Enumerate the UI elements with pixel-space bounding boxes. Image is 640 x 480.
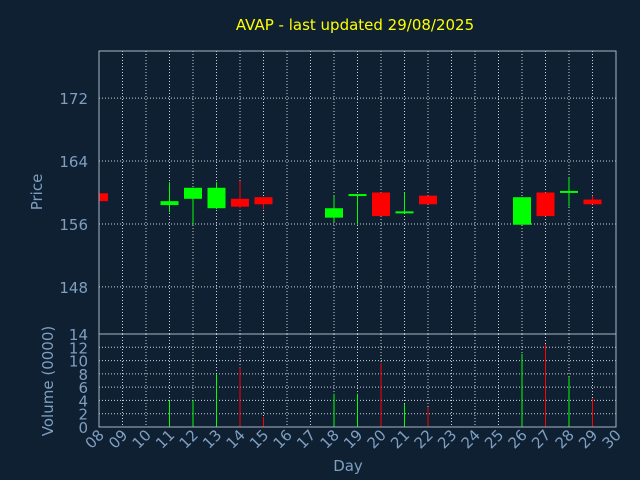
x-tick-label: 23 (434, 426, 460, 452)
volume-panel-frame (98, 333, 617, 428)
volume-y-tick-label: 2 (78, 406, 88, 424)
candle-body (99, 193, 108, 202)
price-y-tick-label: 148 (59, 279, 88, 297)
candle-body (325, 208, 343, 218)
candle-body (536, 192, 555, 217)
candle (372, 192, 390, 217)
chart-title: AVAP - last updated 29/08/2025 (236, 16, 474, 34)
x-tick-label: 28 (552, 426, 578, 452)
x-tick-label: 26 (505, 426, 531, 452)
x-tick-label: 21 (387, 426, 413, 452)
candle-body (207, 187, 226, 209)
x-tick-label: 15 (246, 426, 272, 452)
candle-body (254, 197, 273, 205)
price-y-ticks: 148 156 164 172 (59, 90, 88, 297)
candle (536, 192, 555, 217)
candle (207, 182, 226, 210)
volume-y-tick-label: 10 (69, 353, 88, 371)
candle-body (583, 199, 602, 205)
x-tick-label: 18 (317, 426, 343, 452)
x-tick-label: 19 (340, 426, 366, 452)
x-tick-label: 11 (152, 426, 178, 452)
candle (160, 182, 179, 213)
volume-axis-label: Volume (0000) (39, 326, 57, 436)
candle-body (372, 192, 390, 217)
x-tick-label: 16 (270, 426, 296, 452)
volume-y-tick-label: 8 (78, 366, 88, 384)
candle (231, 180, 249, 209)
volume-y-tick-label: 0 (78, 419, 88, 437)
x-axis-label: Day (333, 457, 363, 475)
candle (348, 194, 367, 225)
candle-body (184, 187, 202, 199)
x-tick-label: 14 (223, 426, 249, 452)
candle (513, 197, 531, 225)
candle-body (348, 194, 367, 197)
x-tick-label: 22 (411, 426, 437, 452)
x-tick-label: 09 (105, 426, 131, 452)
candle-body (419, 195, 437, 205)
candle (325, 195, 343, 223)
candle-body (231, 198, 249, 207)
x-tick-label: 12 (176, 426, 202, 452)
x-tick-label: 27 (528, 426, 554, 452)
x-tick-label: 30 (599, 426, 625, 452)
candle (184, 187, 202, 225)
volume-y-tick-label: 14 (69, 326, 88, 344)
x-tick-label: 13 (199, 426, 225, 452)
candle (583, 195, 602, 205)
candle-body (395, 211, 414, 214)
candle-body (513, 197, 531, 225)
x-tick-label: 10 (129, 426, 155, 452)
volume-y-tick-label: 12 (69, 339, 88, 357)
x-tick-label: 17 (293, 426, 319, 452)
candle-body (160, 201, 179, 206)
candle (254, 197, 273, 210)
volume-y-tick-label: 6 (78, 379, 88, 397)
volume-bars-group (98, 343, 593, 427)
price-y-tick-label: 172 (59, 90, 88, 108)
x-tick-label: 29 (575, 426, 601, 452)
candles-group (98, 177, 602, 225)
candle-body (560, 190, 578, 193)
price-axis-label: Price (28, 174, 46, 211)
candle (560, 177, 578, 207)
x-tick-label: 25 (481, 426, 507, 452)
x-tick-label: 24 (458, 426, 484, 452)
volume-y-tick-label: 4 (78, 392, 88, 410)
x-ticks: 0809101112131415161718192021222324252627… (82, 426, 625, 452)
price-y-tick-label: 156 (59, 216, 88, 234)
candle (419, 195, 437, 205)
x-tick-label: 20 (364, 426, 390, 452)
candle (98, 193, 108, 202)
candle (395, 192, 414, 214)
price-y-tick-label: 164 (59, 153, 88, 171)
